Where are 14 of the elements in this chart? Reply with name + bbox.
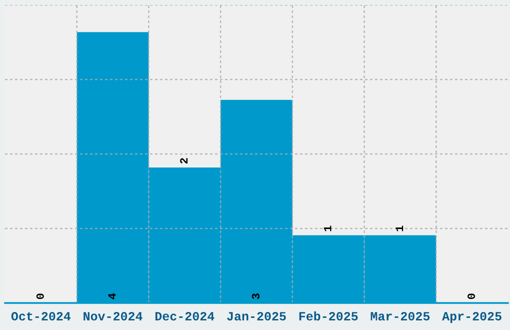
data-label: 1: [324, 226, 332, 232]
data-label: 1: [396, 226, 404, 232]
data-label: 4: [108, 293, 116, 300]
x-tick-label: Apr-2025: [442, 312, 502, 323]
x-tick-label: Feb-2025: [299, 311, 358, 321]
x-tick-label: Nov-2024: [84, 312, 142, 321]
data-label: 0: [36, 294, 44, 299]
data-label: 2: [180, 158, 188, 164]
x-tick-label: Jan-2025: [227, 312, 286, 321]
data-label: 0: [468, 294, 476, 299]
x-tick-label: Mar-2025: [370, 312, 430, 321]
x-tick-label: Dec-2024: [155, 312, 214, 321]
x-tick-label: Oct-2024: [11, 312, 71, 321]
data-label: 3: [252, 294, 260, 300]
